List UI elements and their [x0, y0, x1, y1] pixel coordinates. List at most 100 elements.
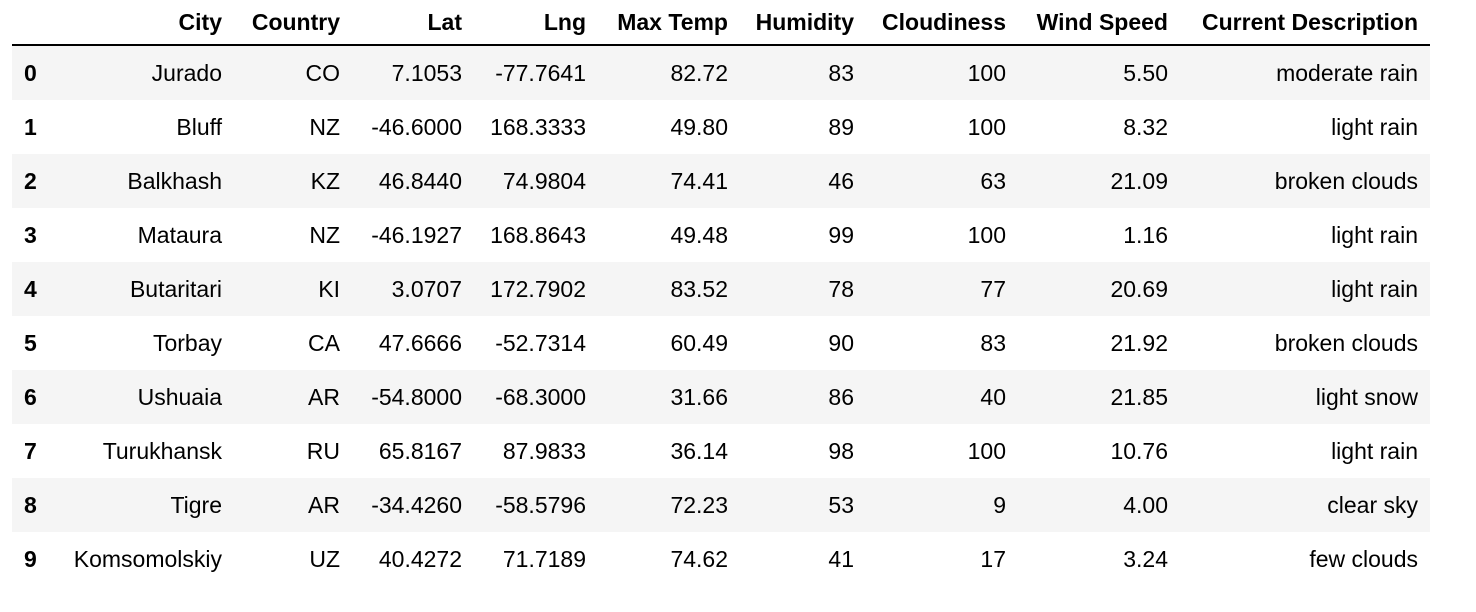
cell-lat: -34.4260	[371, 491, 462, 518]
cell-cloudiness: 77	[980, 275, 1006, 302]
cell-cloudiness: 40	[980, 383, 1006, 410]
cell-lat: 40.4272	[378, 545, 462, 572]
header-lng: Lng	[474, 0, 598, 46]
row-index: 1	[24, 113, 37, 140]
cell-max-temp: 74.41	[670, 167, 728, 194]
cell-lat: 7.1053	[391, 59, 462, 86]
cell-country: UZ	[309, 545, 340, 572]
cell-country: AR	[308, 491, 340, 518]
cell-wind-speed: 21.92	[1110, 329, 1168, 356]
cell-city: Ushuaia	[137, 383, 222, 410]
cell-wind-speed: 5.50	[1123, 59, 1168, 86]
cell-lat: 65.8167	[378, 437, 462, 464]
cell-country: NZ	[309, 113, 340, 140]
cell-cloudiness: 100	[967, 221, 1006, 248]
cell-max-temp: 82.72	[670, 59, 728, 86]
table-row: 2 Balkhash KZ 46.8440 74.9804 74.41 46 63 21.09 b…	[12, 154, 1430, 208]
cell-wind-speed: 21.85	[1110, 383, 1168, 410]
cell-current-description: light rain	[1331, 437, 1418, 464]
row-index: 6	[24, 383, 37, 410]
cell-cloudiness: 17	[980, 545, 1006, 572]
cell-cloudiness: 63	[980, 167, 1006, 194]
cell-lng: 74.9804	[502, 167, 586, 194]
cell-country: RU	[306, 437, 340, 464]
cell-cloudiness: 83	[980, 329, 1006, 356]
cell-current-description: few clouds	[1309, 545, 1418, 572]
cell-humidity: 99	[828, 221, 854, 248]
cell-city: Mataura	[137, 221, 222, 248]
cell-lat: -54.8000	[371, 383, 462, 410]
header-lat: Lat	[352, 0, 474, 46]
row-index: 7	[24, 437, 37, 464]
cell-current-description: moderate rain	[1276, 59, 1418, 86]
cell-city: Bluff	[176, 113, 222, 140]
cell-current-description: light snow	[1315, 383, 1418, 410]
cell-cloudiness: 100	[967, 59, 1006, 86]
cell-cloudiness: 100	[967, 437, 1006, 464]
table-row: 7 Turukhansk RU 65.8167 87.9833 36.14 98 100 10.…	[12, 424, 1430, 478]
row-index: 5	[24, 329, 37, 356]
cell-max-temp: 36.14	[670, 437, 728, 464]
table-row: 1 Bluff NZ -46.6000 168.3333 49.80 89 100 8.32 li…	[12, 100, 1430, 154]
cell-lng: -77.7641	[495, 59, 586, 86]
cell-wind-speed: 3.24	[1123, 545, 1168, 572]
cell-wind-speed: 20.69	[1110, 275, 1168, 302]
cell-max-temp: 60.49	[670, 329, 728, 356]
cell-current-description: broken clouds	[1274, 329, 1418, 356]
cell-lat: 46.8440	[378, 167, 462, 194]
cell-lat: 47.6666	[378, 329, 462, 356]
cell-wind-speed: 21.09	[1110, 167, 1168, 194]
table-row: 8 Tigre AR -34.4260 -58.5796 72.23 53 9 4.00 clea…	[12, 478, 1430, 532]
table-row: 9 Komsomolskiy UZ 40.4272 71.7189 74.62 41 17 3.…	[12, 532, 1430, 586]
cell-max-temp: 49.80	[670, 113, 728, 140]
cell-country: CA	[308, 329, 340, 356]
header-index	[12, 0, 60, 46]
header-city: City	[60, 0, 234, 46]
cell-humidity: 53	[828, 491, 854, 518]
cell-country: KZ	[310, 167, 340, 194]
table-body: 0 Jurado CO 7.1053 -77.7641 82.72 83 100 5.50 mod…	[12, 45, 1430, 586]
cell-max-temp: 72.23	[670, 491, 728, 518]
cell-humidity: 83	[828, 59, 854, 86]
cell-lng: -52.7314	[495, 329, 586, 356]
cell-lng: -58.5796	[495, 491, 586, 518]
cell-wind-speed: 4.00	[1123, 491, 1168, 518]
table-row: 4 Butaritari KI 3.0707 172.7902 83.52 78 77 20.6…	[12, 262, 1430, 316]
cell-country: NZ	[309, 221, 340, 248]
row-index: 8	[24, 491, 37, 518]
cell-wind-speed: 8.32	[1123, 113, 1168, 140]
cell-lat: -46.6000	[371, 113, 462, 140]
cell-humidity: 46	[828, 167, 854, 194]
row-index: 0	[24, 59, 37, 86]
cell-city: Komsomolskiy	[73, 545, 222, 572]
cell-city: Turukhansk	[102, 437, 222, 464]
table-header: City Country Lat Lng Max Temp Humidity C…	[12, 0, 1430, 46]
cell-humidity: 86	[828, 383, 854, 410]
cell-max-temp: 83.52	[670, 275, 728, 302]
weather-dataframe-table: City Country Lat Lng Max Temp Humidity C…	[12, 0, 1430, 586]
table-row: 6 Ushuaia AR -54.8000 -68.3000 31.66 86 40 21.85…	[12, 370, 1430, 424]
dataframe-output: City Country Lat Lng Max Temp Humidity C…	[12, 0, 1430, 586]
header-humidity: Humidity	[740, 0, 866, 46]
row-index: 3	[24, 221, 37, 248]
cell-humidity: 78	[828, 275, 854, 302]
cell-country: CO	[305, 59, 341, 86]
cell-cloudiness: 100	[967, 113, 1006, 140]
cell-city: Butaritari	[129, 275, 222, 302]
row-index: 2	[24, 167, 37, 194]
cell-lng: 168.3333	[490, 113, 586, 140]
cell-current-description: clear sky	[1327, 491, 1418, 518]
table-row: 5 Torbay CA 47.6666 -52.7314 60.49 90 83 21.92 br…	[12, 316, 1430, 370]
cell-current-description: light rain	[1331, 275, 1418, 302]
cell-city: Jurado	[151, 59, 222, 86]
cell-max-temp: 31.66	[670, 383, 728, 410]
cell-max-temp: 49.48	[670, 221, 728, 248]
cell-humidity: 98	[828, 437, 854, 464]
cell-cloudiness: 9	[993, 491, 1006, 518]
cell-lng: 87.9833	[502, 437, 586, 464]
cell-current-description: light rain	[1331, 113, 1418, 140]
header-country: Country	[234, 0, 352, 46]
cell-lng: 172.7902	[490, 275, 586, 302]
row-index: 9	[24, 545, 37, 572]
row-index: 4	[24, 275, 37, 302]
